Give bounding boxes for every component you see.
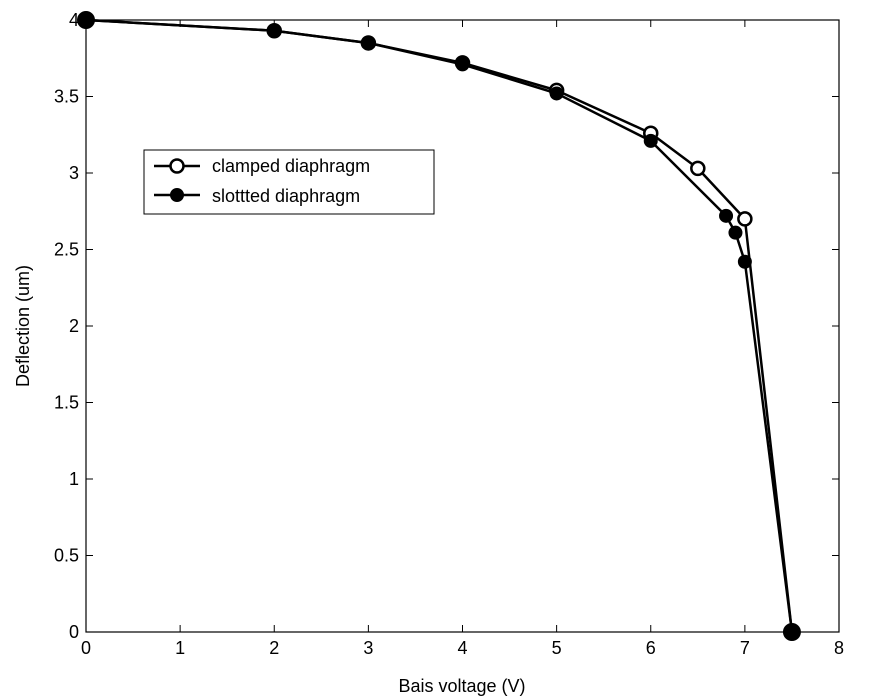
- x-tick-label: 5: [552, 638, 562, 658]
- slotted-point: [782, 623, 801, 641]
- y-tick-label: 2: [69, 316, 79, 336]
- slotted-point: [361, 35, 376, 50]
- x-tick-label: 6: [646, 638, 656, 658]
- y-tick-labels: 0 0.5 1 1.5 2 2.5 3 3.5 4: [54, 10, 79, 642]
- y-tick-label: 1.5: [54, 393, 79, 413]
- x-tick-labels: 0 1 2 3 4 5 6 7 8: [81, 638, 844, 658]
- x-tick-label: 0: [81, 638, 91, 658]
- x-tick-label: 7: [740, 638, 750, 658]
- y-tick-label: 2.5: [54, 240, 79, 260]
- y-tick-label: 1: [69, 469, 79, 489]
- legend-label-clamped: clamped diaphragm: [212, 156, 370, 176]
- slotted-point: [719, 208, 734, 223]
- series-line-1: [85, 18, 794, 633]
- slotted-point: [267, 23, 282, 38]
- y-tick-label: 3.5: [54, 87, 79, 107]
- legend-marker-clamped: [169, 158, 185, 174]
- slotted-point: [728, 225, 743, 240]
- legend: clamped diaphragm slottted diaphragm: [143, 149, 435, 215]
- clamped-point: [690, 160, 706, 177]
- legend-label-slotted: slottted diaphragm: [212, 186, 360, 206]
- plot-area: [85, 19, 840, 633]
- y-tick-label: 0.5: [54, 546, 79, 566]
- slotted-point: [549, 86, 564, 101]
- slotted-point: [643, 133, 658, 148]
- slotted-point: [737, 254, 752, 269]
- x-tick-label: 4: [457, 638, 467, 658]
- legend-box: [143, 149, 435, 215]
- clamped-point: [737, 211, 753, 227]
- y-tick-label: 4: [69, 10, 79, 30]
- y-axis-label: Deflection (um): [13, 265, 33, 387]
- x-axis-label: Bais voltage (V): [398, 676, 525, 696]
- x-tick-label: 1: [175, 638, 185, 658]
- slotted-point: [77, 11, 95, 29]
- x-tick-label: 3: [363, 638, 373, 658]
- slotted-point: [455, 57, 470, 72]
- x-tick-label: 2: [269, 638, 279, 658]
- series-layer: [77, 11, 801, 641]
- legend-marker-slotted: [170, 188, 184, 202]
- y-tick-label: 0: [69, 622, 79, 642]
- y-tick-label: 3: [69, 163, 79, 183]
- axis-ticks: [85, 19, 840, 633]
- x-tick-label: 8: [834, 638, 844, 658]
